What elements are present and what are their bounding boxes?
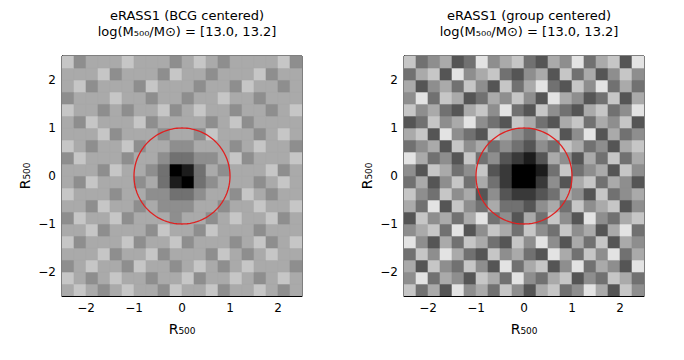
svg-text:eRASS1 (group centered): eRASS1 (group centered) [447, 8, 611, 23]
svg-text:1: 1 [48, 121, 56, 135]
svg-text:eRASS1 (BCG centered): eRASS1 (BCG centered) [110, 8, 264, 23]
svg-text:2: 2 [616, 301, 624, 315]
svg-text:1: 1 [226, 301, 234, 315]
svg-text:1: 1 [390, 121, 398, 135]
svg-text:0: 0 [48, 169, 56, 183]
svg-text:0: 0 [178, 301, 186, 315]
svg-text:R₅₀₀: R₅₀₀ [17, 162, 33, 189]
svg-text:−2: −2 [419, 301, 437, 315]
svg-text:−1: −1 [125, 301, 143, 315]
svg-text:0: 0 [520, 301, 528, 315]
svg-text:−2: −2 [380, 265, 398, 279]
svg-text:−1: −1 [467, 301, 485, 315]
svg-text:R₅₀₀: R₅₀₀ [169, 321, 196, 337]
svg-text:−1: −1 [380, 217, 398, 231]
svg-text:1: 1 [568, 301, 576, 315]
svg-text:−2: −2 [77, 301, 95, 315]
svg-text:−2: −2 [38, 265, 56, 279]
svg-text:log(M₅₀₀/M⊙) = [13.0, 13.2]: log(M₅₀₀/M⊙) = [13.0, 13.2] [440, 24, 619, 39]
svg-text:log(M₅₀₀/M⊙) = [13.0, 13.2]: log(M₅₀₀/M⊙) = [13.0, 13.2] [98, 24, 277, 39]
svg-text:R₅₀₀: R₅₀₀ [511, 321, 538, 337]
svg-text:R₅₀₀: R₅₀₀ [359, 162, 375, 189]
svg-text:2: 2 [274, 301, 282, 315]
svg-text:0: 0 [390, 169, 398, 183]
svg-text:2: 2 [48, 73, 56, 87]
svg-text:2: 2 [390, 73, 398, 87]
svg-text:−1: −1 [38, 217, 56, 231]
